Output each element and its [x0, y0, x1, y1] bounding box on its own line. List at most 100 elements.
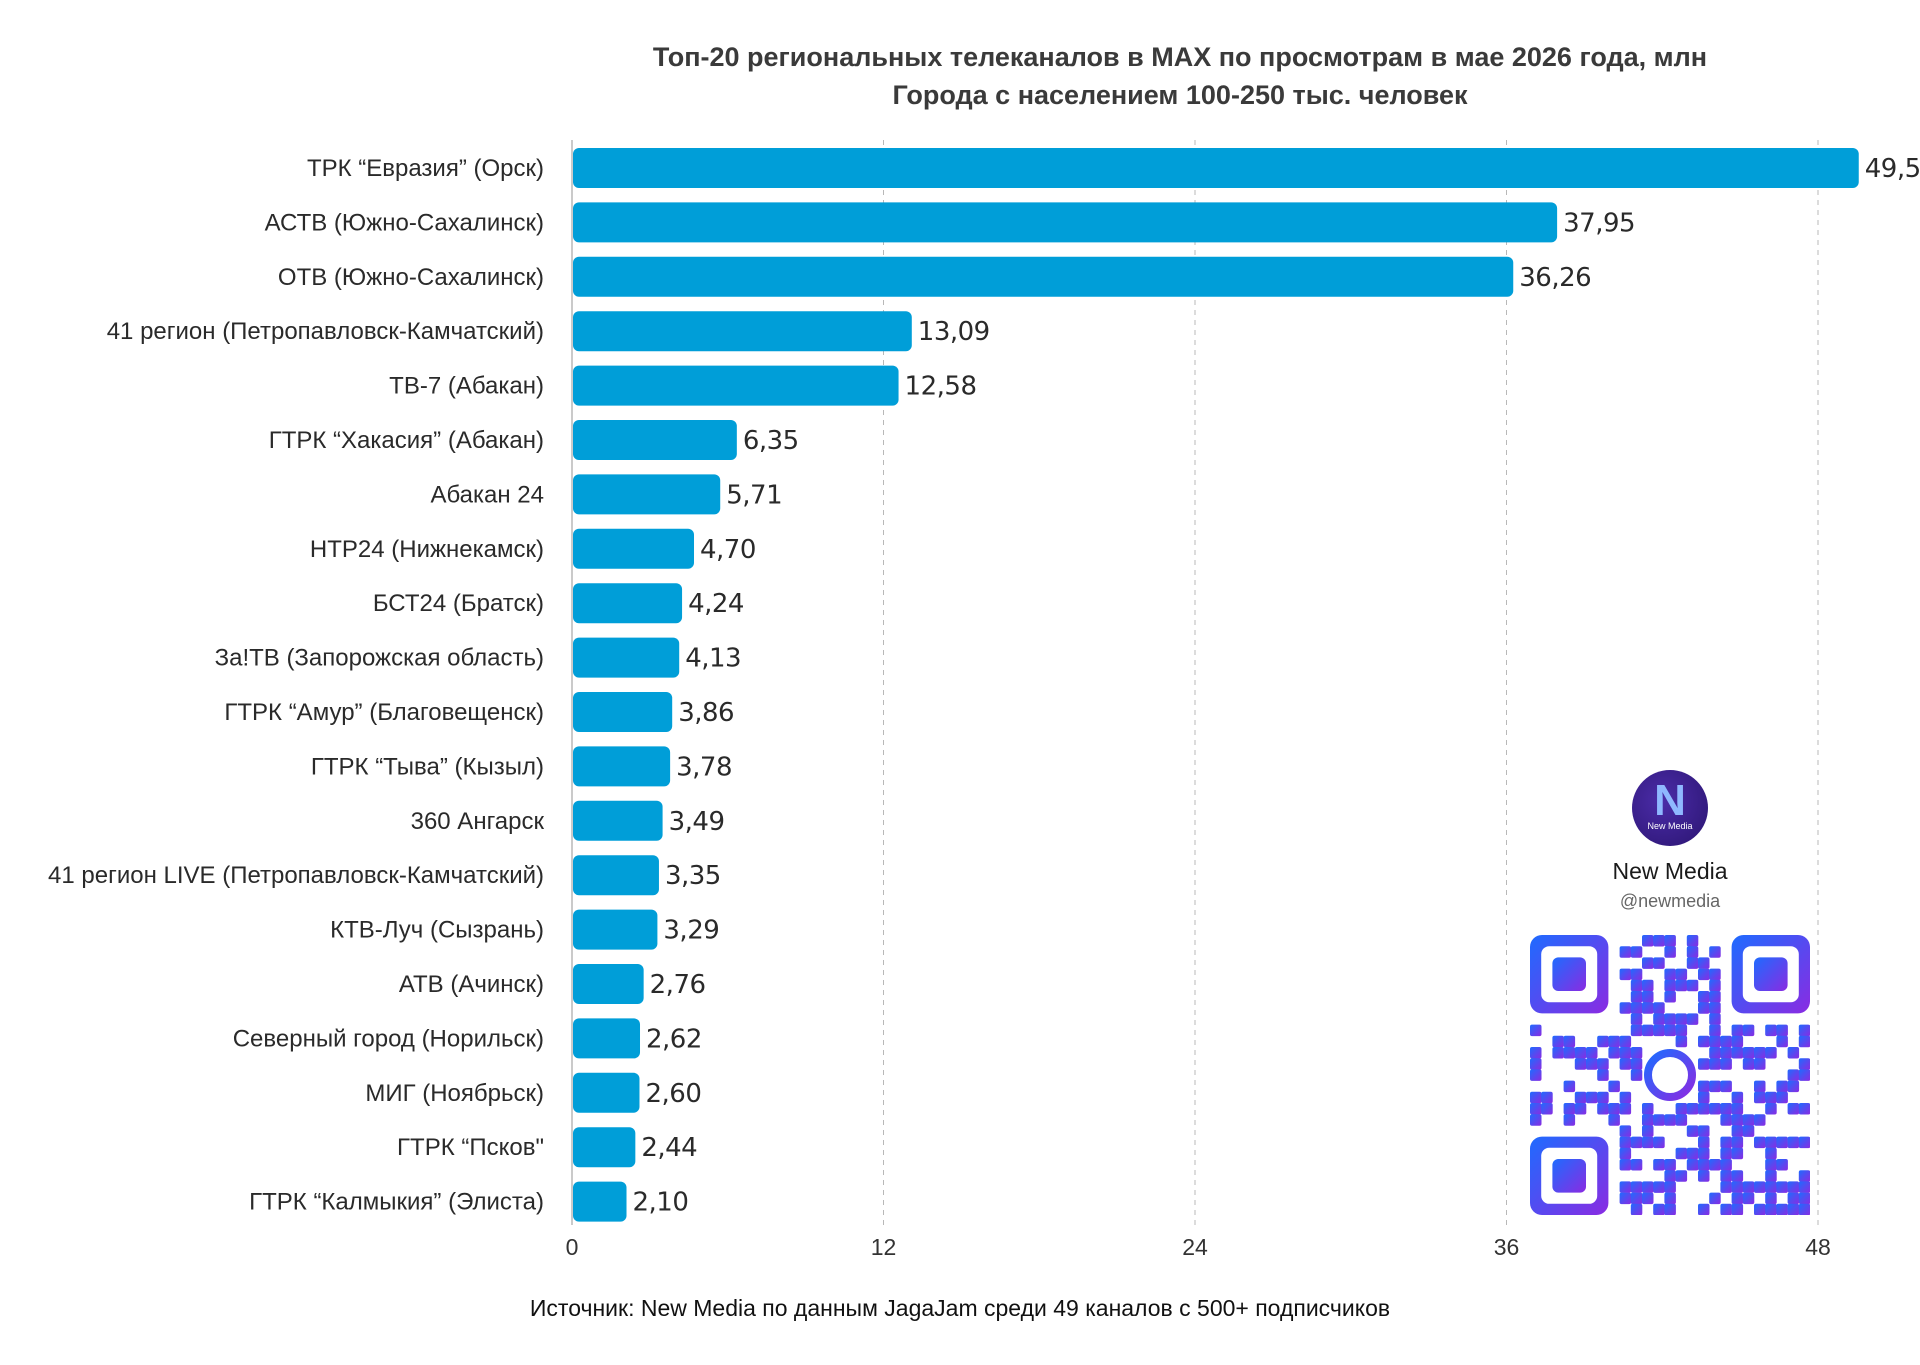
qr-module — [1675, 1013, 1688, 1025]
qr-module — [1709, 1080, 1721, 1093]
qr-module — [1642, 935, 1654, 947]
qr-module — [1776, 1181, 1788, 1193]
qr-module — [1754, 1080, 1766, 1093]
qr-module — [1742, 1192, 1755, 1205]
qr-module — [1630, 1047, 1643, 1059]
qr-module — [1630, 1002, 1643, 1014]
qr-finder-center — [1552, 1159, 1586, 1193]
brand-logo-subtext: New Media — [1647, 821, 1693, 831]
qr-module — [1709, 946, 1721, 958]
qr-module — [1675, 968, 1688, 981]
qr-module — [1619, 1192, 1632, 1205]
qr-module — [1720, 1136, 1732, 1149]
qr-module — [1664, 1181, 1676, 1193]
qr-module — [1619, 1035, 1632, 1048]
bar — [573, 256, 1514, 297]
value-label: 4,24 — [688, 589, 744, 619]
qr-module — [1664, 1192, 1676, 1205]
qr-module — [1787, 1103, 1800, 1115]
qr-module — [1608, 1114, 1620, 1126]
qr-module — [1664, 968, 1676, 981]
qr-module — [1619, 1181, 1632, 1193]
qr-module — [1731, 1024, 1744, 1037]
qr-module — [1698, 1159, 1710, 1171]
qr-module — [1776, 1080, 1788, 1093]
category-label: ГТРК “Тыва” (Кызыл) — [311, 753, 544, 780]
qr-module — [1619, 946, 1632, 958]
qr-module — [1709, 1035, 1721, 1048]
qr-module — [1664, 1013, 1676, 1025]
qr-module — [1541, 1091, 1553, 1104]
value-label: 13,09 — [918, 317, 990, 347]
qr-module — [1776, 1136, 1788, 1149]
qr-module — [1619, 968, 1632, 981]
bar — [573, 148, 1859, 188]
qr-module — [1642, 991, 1654, 1003]
category-label: ГТРК “Амур” (Благовещенск) — [224, 699, 544, 726]
category-label: ОТВ (Южно-Сахалинск) — [278, 264, 544, 291]
qr-module — [1608, 1035, 1620, 1048]
category-label: МИГ (Ноябрьск) — [365, 1080, 544, 1107]
qr-module — [1574, 1058, 1587, 1070]
qr-module — [1675, 1170, 1688, 1182]
qr-module — [1765, 1192, 1777, 1205]
qr-module — [1642, 1002, 1654, 1014]
category-label: За!ТВ (Запорожская область) — [215, 645, 544, 672]
qr-module — [1630, 1181, 1643, 1193]
category-label: ГТРК “Псков" — [397, 1134, 544, 1161]
qr-module — [1731, 1035, 1744, 1048]
qr-module — [1765, 1103, 1777, 1115]
qr-module — [1720, 1114, 1732, 1126]
qr-module — [1642, 979, 1654, 992]
category-label: ТВ-7 (Абакан) — [389, 373, 544, 400]
category-label: 41 регион LIVE (Петропавловск-Камчатский… — [48, 862, 544, 889]
qr-module — [1530, 1091, 1542, 1104]
value-label: 37,95 — [1563, 208, 1635, 238]
qr-module — [1776, 1203, 1788, 1215]
qr-module — [1731, 1192, 1744, 1205]
qr-module — [1698, 1058, 1710, 1070]
qr-module — [1698, 1091, 1710, 1104]
qr-module — [1798, 1136, 1810, 1149]
category-label: НТР24 (Нижнекамск) — [310, 536, 544, 563]
qr-module — [1675, 1035, 1688, 1048]
qr-module — [1630, 968, 1643, 981]
qr-module — [1675, 1103, 1688, 1115]
qr-module — [1698, 1125, 1710, 1137]
qr-finder-center — [1754, 957, 1788, 991]
qr-module — [1798, 1203, 1810, 1215]
qr-module — [1686, 1159, 1699, 1171]
qr-module — [1630, 1159, 1643, 1171]
qr-module — [1642, 1114, 1654, 1126]
chart-subtitle: Города с населением 100-250 тыс. человек — [892, 80, 1468, 110]
qr-module — [1653, 1114, 1665, 1126]
qr-module — [1619, 1058, 1632, 1070]
qr-module — [1709, 1103, 1721, 1115]
qr-module — [1619, 1125, 1632, 1137]
value-label: 49,57 — [1865, 154, 1920, 184]
category-label: ГТРК “Калмыкия” (Элиста) — [249, 1189, 544, 1216]
qr-module — [1765, 1136, 1777, 1149]
qr-module — [1776, 1024, 1788, 1037]
value-label: 3,86 — [678, 698, 734, 728]
qr-module — [1754, 1114, 1766, 1126]
x-tick-label: 48 — [1805, 1234, 1831, 1260]
qr-module — [1686, 1147, 1699, 1160]
qr-module — [1754, 1058, 1766, 1070]
qr-module — [1798, 1035, 1810, 1048]
qr-module — [1552, 1035, 1564, 1048]
qr-module — [1798, 1103, 1810, 1115]
qr-module — [1787, 1080, 1800, 1093]
bar — [573, 365, 899, 406]
qr-module — [1675, 979, 1688, 992]
qr-module — [1720, 1047, 1732, 1059]
qr-module — [1698, 1136, 1710, 1149]
category-label: Северный город (Норильск) — [233, 1025, 544, 1052]
qr-module — [1686, 957, 1699, 969]
qr-module — [1619, 1147, 1632, 1160]
qr-module — [1530, 1114, 1542, 1126]
qr-module — [1597, 1069, 1609, 1081]
qr-module — [1642, 1192, 1654, 1205]
qr-module — [1675, 1147, 1688, 1160]
qr-module — [1608, 1103, 1620, 1115]
